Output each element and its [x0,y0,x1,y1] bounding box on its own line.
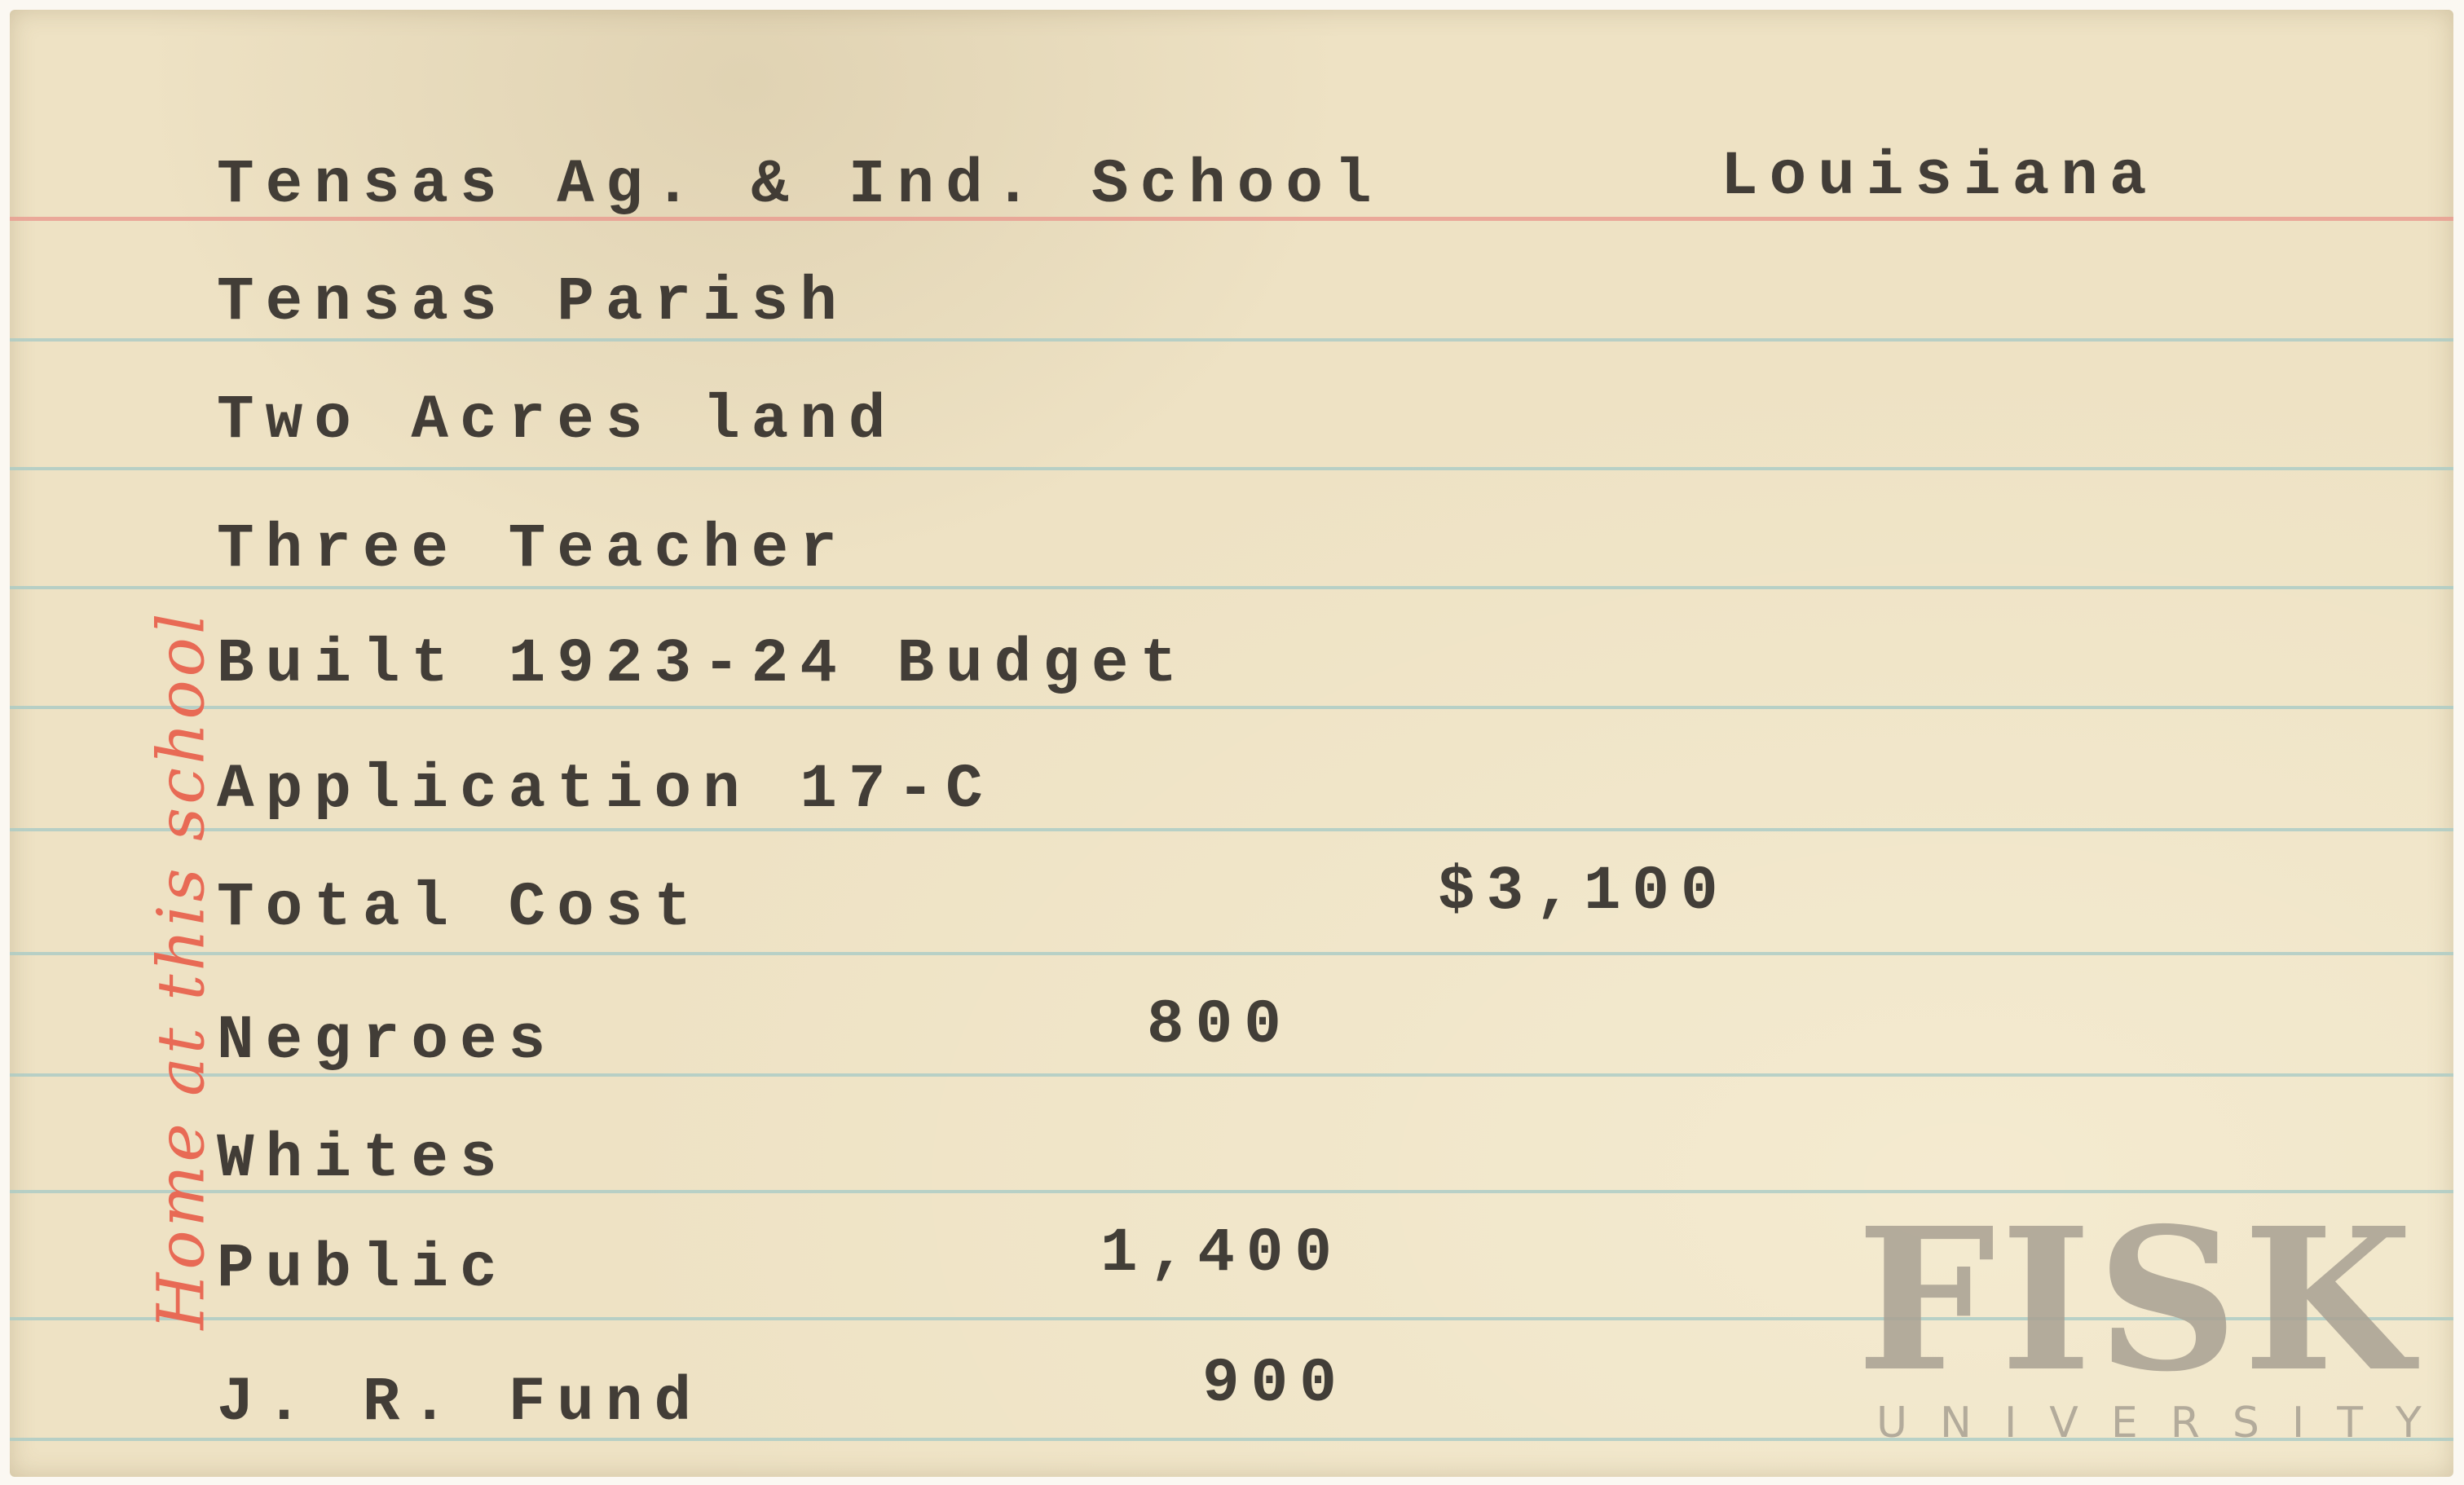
watermark-subtitle: UNIVERSITY [1876,1399,2454,1448]
fisk-university-watermark: FISK UNIVERSITY [1844,1185,2454,1448]
negroes-label: Negroes [217,1006,558,1076]
red-header-rule [10,217,2453,221]
parish-line: Tensas Parish [217,267,849,337]
teacher-line: Three Teacher [217,514,849,584]
blue-rule [10,952,2453,955]
blue-rule [10,467,2453,470]
blue-rule [10,1073,2453,1077]
state-name: Louisiana [1721,142,2158,212]
total-cost-label: Total Cost [217,873,703,943]
blue-rule [10,586,2453,589]
public-label: Public [217,1234,509,1304]
blue-rule [10,828,2453,831]
public-value: 1,400 [1100,1218,1344,1289]
application-line: Application 17-C [217,755,994,825]
blue-rule [10,1438,2453,1441]
total-cost-value: $3,100 [1438,857,1730,927]
watermark-name: FISK [1856,1185,2418,1415]
fund-label: J. R. Fund [217,1368,703,1438]
handwritten-note: Home at this school [143,610,219,1330]
blue-rule [10,1317,2453,1320]
built-line: Built 1923-24 Budget [217,629,1189,699]
whites-label: Whites [217,1124,509,1194]
fund-value: 900 [1202,1349,1348,1419]
negroes-value: 800 [1147,990,1293,1060]
school-name: Tensas Ag. & Ind. School [217,150,1383,220]
land-line: Two Acres land [217,386,897,456]
blue-rule [10,338,2453,342]
blue-rule [10,706,2453,709]
index-card [10,10,2453,1477]
blue-rule [10,1190,2453,1193]
